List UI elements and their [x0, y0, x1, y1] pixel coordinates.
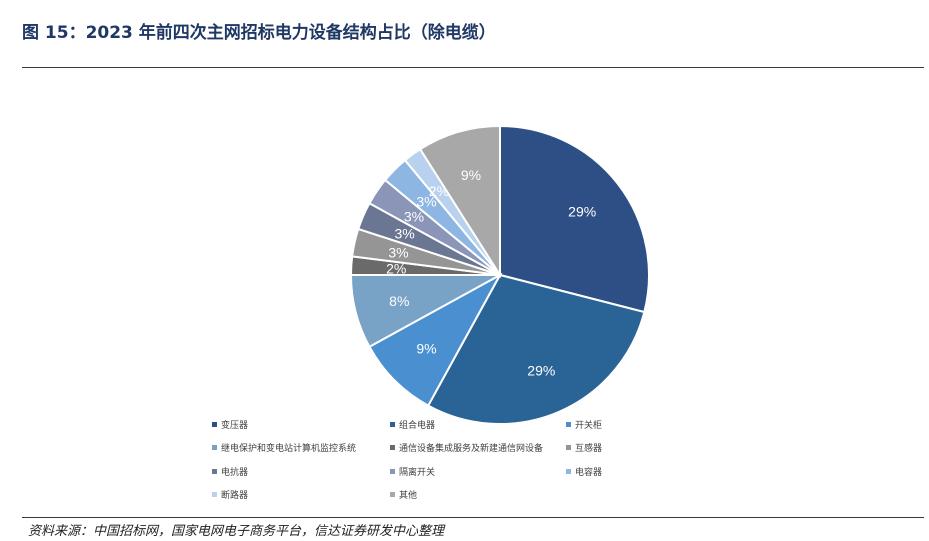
pie-slice	[368, 272, 503, 407]
slice-data-label: 2%	[386, 261, 406, 277]
slice-data-label: 3%	[388, 244, 408, 260]
slice-data-label: 29%	[527, 362, 555, 378]
slice-data-label: 9%	[416, 341, 436, 357]
slice-data-label: 3%	[394, 226, 414, 242]
pie-slice	[426, 273, 646, 425]
slice-data-label: 3%	[404, 209, 424, 225]
slice-data-label: 3%	[416, 194, 436, 210]
slice-data-label: 9%	[461, 167, 481, 183]
slice-data-label: 8%	[389, 293, 409, 309]
pie-slice	[499, 124, 650, 314]
slice-data-label: 29%	[568, 203, 596, 219]
pie-slice	[418, 124, 501, 279]
figure-title: 图 15：2023 年前四次主网招标电力设备结构占比（除电缆）	[22, 23, 496, 43]
bottom-divider	[22, 517, 924, 518]
top-divider	[22, 67, 924, 68]
source-note: 资料来源：中国招标网，国家电网电子商务平台，信达证券研发中心整理	[28, 524, 445, 539]
